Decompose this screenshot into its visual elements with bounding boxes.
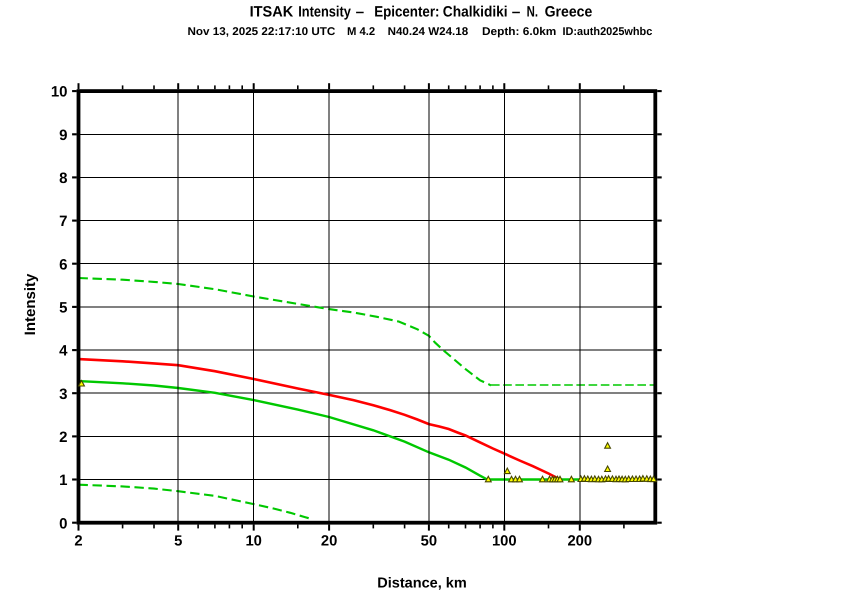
svg-text:Greece: Greece [545,4,593,21]
svg-text:8: 8 [59,170,67,187]
svg-text:10: 10 [245,533,261,549]
svg-text:1: 1 [59,472,67,489]
svg-text:Epicenter:: Epicenter: [374,4,439,21]
svg-text:Intensity: Intensity [22,273,39,335]
svg-text:2: 2 [74,533,82,549]
svg-text:ID:auth2025whbc: ID:auth2025whbc [563,26,653,38]
svg-text:–: – [356,4,365,21]
svg-text:4: 4 [59,343,68,360]
svg-text:0: 0 [59,515,67,532]
svg-text:50: 50 [421,533,437,549]
svg-text:5: 5 [174,533,182,549]
svg-text:Intensity: Intensity [298,4,351,21]
svg-text:ITSAK: ITSAK [250,4,294,21]
svg-text:3: 3 [59,386,67,403]
svg-text:200: 200 [567,533,592,549]
svg-text:Nov 13, 2025 22:17:10 UTC: Nov 13, 2025 22:17:10 UTC [188,26,336,38]
svg-text:–: – [512,4,521,21]
svg-text:20: 20 [321,533,337,549]
svg-text:N.: N. [527,4,538,21]
svg-text:Distance, km: Distance, km [377,576,466,592]
svg-text:6: 6 [59,256,67,273]
svg-text:7: 7 [59,213,67,230]
svg-text:100: 100 [492,533,517,549]
svg-text:Depth: 6.0km: Depth: 6.0km [482,26,556,38]
svg-text:10: 10 [51,84,68,101]
svg-text:M 4.2: M 4.2 [347,26,375,38]
svg-text:N40.24 W24.18: N40.24 W24.18 [388,26,469,38]
svg-text:5: 5 [59,300,67,317]
svg-text:2: 2 [59,429,67,446]
svg-text:9: 9 [59,127,67,144]
svg-text:Chalkidiki: Chalkidiki [443,4,508,21]
